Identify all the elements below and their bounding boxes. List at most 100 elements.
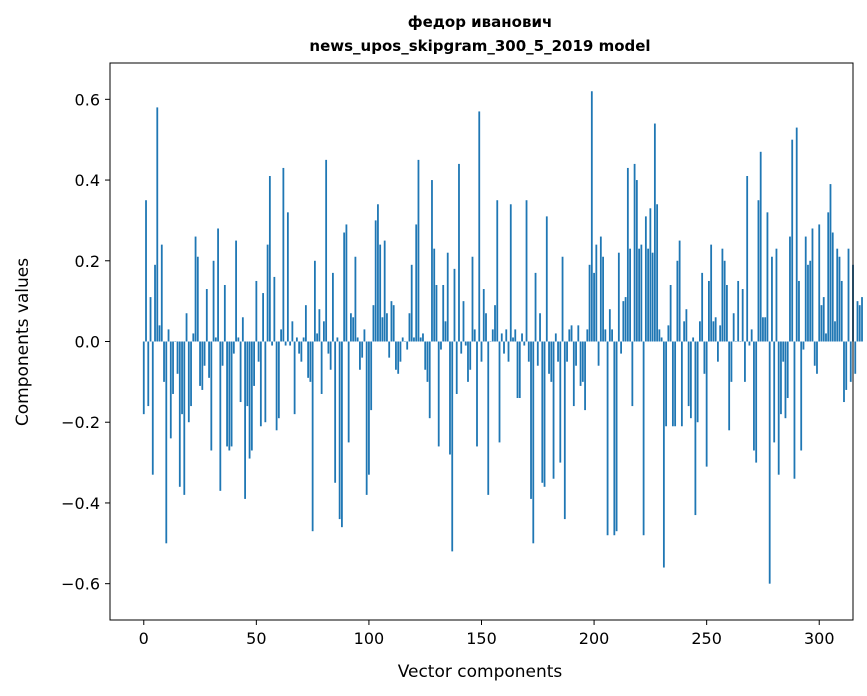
bar (282, 167, 285, 342)
bar (620, 341, 622, 354)
bar (442, 284, 445, 342)
bar (208, 341, 210, 378)
bar (187, 341, 190, 423)
bar (480, 341, 483, 362)
bar (401, 337, 404, 342)
bar (316, 333, 319, 342)
bar (199, 341, 201, 386)
bar (588, 264, 591, 342)
x-tick-label: 150 (466, 629, 497, 648)
bar (149, 297, 152, 342)
bar (147, 341, 150, 407)
bar (782, 341, 785, 362)
bar (424, 341, 427, 370)
bar (642, 341, 645, 536)
bar (250, 341, 253, 451)
bar (356, 337, 359, 342)
bar (836, 248, 839, 342)
bar (536, 341, 539, 366)
bar (467, 341, 469, 382)
y-tick-label: 0.0 (75, 333, 100, 352)
bar (286, 212, 289, 342)
bar (512, 337, 514, 342)
bar (482, 289, 485, 342)
bar (606, 341, 609, 536)
bar (809, 260, 812, 342)
bar (624, 297, 627, 342)
bar (593, 272, 595, 342)
bar (674, 341, 677, 427)
bar (217, 228, 219, 342)
bar (221, 341, 224, 366)
bar (539, 313, 541, 342)
bar (766, 212, 769, 342)
bar (359, 341, 361, 370)
x-tick-label: 300 (804, 629, 835, 648)
x-axis-label: Vector components (398, 662, 563, 682)
bar (757, 200, 760, 342)
bar (563, 341, 566, 520)
bar (710, 244, 713, 342)
bar (845, 341, 848, 390)
bar (714, 317, 717, 342)
bar (320, 341, 323, 394)
x-tick-label: 200 (579, 629, 610, 648)
bar (413, 337, 415, 342)
bar (379, 244, 382, 342)
bar (854, 341, 857, 374)
bar (228, 341, 231, 451)
bar (818, 224, 821, 342)
bar (165, 341, 168, 544)
bar (543, 341, 546, 487)
bar (219, 341, 222, 491)
bar (230, 341, 233, 447)
bar (214, 337, 217, 342)
bar (694, 341, 697, 516)
bar (590, 91, 593, 342)
bar (485, 313, 487, 342)
bar (737, 280, 740, 342)
bar (822, 297, 825, 342)
bar (554, 333, 557, 342)
bar (246, 341, 249, 407)
bar (572, 341, 575, 407)
bar (827, 212, 830, 342)
bar (311, 341, 314, 532)
bar (678, 240, 681, 342)
bar (728, 341, 731, 431)
bar (397, 341, 400, 374)
bar (156, 107, 159, 342)
bar (341, 341, 343, 528)
bar (309, 341, 312, 382)
bar (622, 301, 625, 342)
bar (142, 341, 145, 415)
bar (178, 341, 181, 487)
bar (183, 341, 186, 495)
bar (602, 256, 604, 342)
bar (223, 284, 226, 342)
bar (471, 256, 474, 342)
bar (176, 341, 179, 374)
bar (662, 341, 665, 568)
bar (422, 333, 424, 342)
bar (354, 256, 357, 342)
bar (383, 240, 386, 342)
bar (717, 341, 719, 362)
bar (487, 341, 490, 495)
bar (295, 337, 298, 342)
bar (748, 341, 751, 346)
bar (780, 341, 782, 415)
bar (584, 341, 586, 411)
bar (417, 159, 420, 342)
bar (410, 264, 413, 342)
bar (271, 341, 274, 346)
bar (419, 337, 422, 342)
x-tick-label: 50 (246, 629, 266, 648)
bar (300, 341, 303, 362)
bar (293, 341, 296, 415)
bar (322, 321, 325, 342)
bar (406, 341, 409, 350)
x-tick-label: 250 (691, 629, 722, 648)
bar (795, 127, 798, 342)
bar (158, 325, 161, 342)
